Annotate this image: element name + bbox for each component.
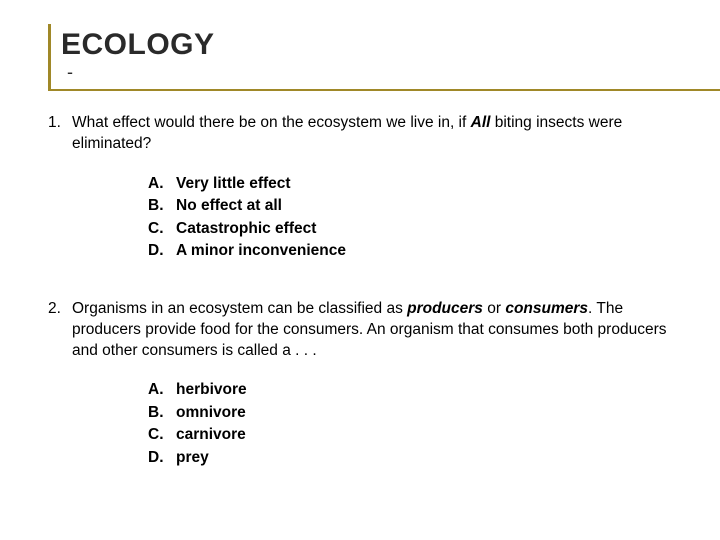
option-row: A.herbivore xyxy=(148,379,680,401)
option-row: A.Very little effect xyxy=(148,173,680,195)
question-block: 1.What effect would there be on the ecos… xyxy=(48,113,680,263)
option-row: D.A minor inconvenience xyxy=(148,240,680,262)
question-number: 2. xyxy=(48,299,72,362)
option-text: Very little effect xyxy=(176,173,291,195)
option-row: B.No effect at all xyxy=(148,195,680,217)
question-text-part: What effect would there be on the ecosys… xyxy=(72,114,471,131)
option-text: carnivore xyxy=(176,424,246,446)
question-text-part: producers xyxy=(407,300,483,317)
option-letter: C. xyxy=(148,218,176,240)
option-text: No effect at all xyxy=(176,195,282,217)
option-letter: D. xyxy=(148,447,176,469)
options-list: A.herbivoreB.omnivoreC.carnivoreD.prey xyxy=(148,379,680,469)
question-text-part: consumers xyxy=(505,300,588,317)
option-row: D.prey xyxy=(148,447,680,469)
page-title: ECOLOGY xyxy=(61,28,215,61)
question-body: What effect would there be on the ecosys… xyxy=(72,113,680,155)
question-block: 2.Organisms in an ecosystem can be class… xyxy=(48,299,680,470)
question-text-part: Organisms in an ecosystem can be classif… xyxy=(72,300,407,317)
option-text: herbivore xyxy=(176,379,247,401)
option-row: C.Catastrophic effect xyxy=(148,218,680,240)
option-letter: A. xyxy=(148,173,176,195)
question-text: 2.Organisms in an ecosystem can be class… xyxy=(48,299,680,362)
title-container: ECOLOGY - xyxy=(48,24,720,91)
options-list: A.Very little effectB.No effect at allC.… xyxy=(148,173,680,263)
question-text-part: All xyxy=(471,114,491,131)
title-suffix: - xyxy=(67,62,73,82)
option-text: omnivore xyxy=(176,402,246,424)
option-letter: B. xyxy=(148,195,176,217)
question-text-part: or xyxy=(483,300,505,317)
option-text: A minor inconvenience xyxy=(176,240,346,262)
question-body: Organisms in an ecosystem can be classif… xyxy=(72,299,680,362)
question-number: 1. xyxy=(48,113,72,155)
option-text: prey xyxy=(176,447,209,469)
option-letter: D. xyxy=(148,240,176,262)
questions-list: 1.What effect would there be on the ecos… xyxy=(48,113,680,469)
option-letter: A. xyxy=(148,379,176,401)
question-text: 1.What effect would there be on the ecos… xyxy=(48,113,680,155)
option-letter: B. xyxy=(148,402,176,424)
option-text: Catastrophic effect xyxy=(176,218,316,240)
option-letter: C. xyxy=(148,424,176,446)
option-row: C.carnivore xyxy=(148,424,680,446)
option-row: B.omnivore xyxy=(148,402,680,424)
